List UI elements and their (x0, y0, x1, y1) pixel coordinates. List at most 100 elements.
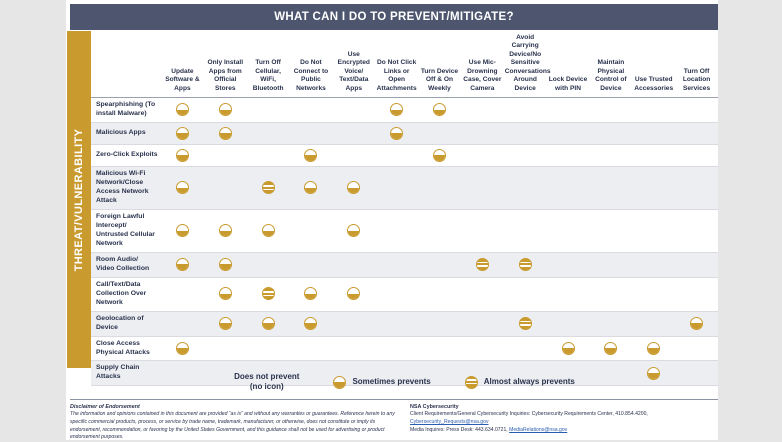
sometimes-prevents-icon (304, 287, 318, 301)
row-label-9: Supply Chain Attacks (91, 360, 161, 387)
matrix-cell (246, 336, 290, 362)
matrix-cell (546, 97, 590, 123)
matrix-cell (546, 166, 590, 210)
table-row: Supply Chain Attacks (91, 360, 718, 387)
footer-disclaimer-title: Disclaimer of Endorsement (70, 404, 140, 410)
footer-contact-title: NSA Cybersecurity (410, 404, 459, 410)
matrix-cell (289, 277, 333, 312)
table-row: Room Audio/ Video Collection (91, 252, 718, 278)
sometimes-prevents-icon (390, 103, 404, 117)
matrix-cell (675, 252, 718, 278)
matrix-cell (632, 166, 676, 210)
matrix-cell (203, 144, 247, 167)
matrix-cell (289, 311, 333, 337)
matrix-cell (161, 122, 204, 145)
footer-disclaimer: Disclaimer of Endorsement The informatio… (70, 403, 400, 441)
matrix-cell (203, 97, 247, 123)
sometimes-prevents-icon (432, 148, 446, 162)
threat-axis-label: THREAT/VULNERABILITY (73, 128, 85, 271)
matrix-cell (375, 209, 419, 253)
matrix-cell (418, 144, 461, 167)
row-label-8: Close Access Physical Attacks (91, 336, 161, 362)
matrix-cell (161, 252, 204, 278)
legend-label: Does not prevent (no icon) (234, 372, 300, 391)
matrix-cell (589, 360, 633, 387)
matrix-cell (375, 277, 419, 312)
table-row: Malicious Wi-Fi Network/Close Access Net… (91, 166, 718, 210)
sometimes-prevents-icon (347, 224, 361, 238)
matrix-cell (418, 336, 461, 362)
footer-contact-email-link-1[interactable]: Cybersecurity_Requests@nsa.gov (410, 418, 489, 425)
column-header-6: Turn Device Off & On Weekly (418, 31, 461, 99)
legend-label: Almost always prevents (483, 377, 575, 387)
legend-item-some: Sometimes prevents (333, 375, 431, 389)
column-header-4: Use Encrypted Voice/ Text/Data Apps (332, 31, 376, 99)
sometimes-prevents-icon (304, 316, 318, 330)
column-header-9: Lock Device with PIN (546, 31, 590, 99)
matrix-cell (418, 209, 461, 253)
matrix-cell (289, 360, 333, 387)
matrix-cell (460, 311, 504, 337)
footer-disclaimer-body: The information and opinions contained i… (70, 411, 395, 441)
sometimes-prevents-icon (604, 341, 618, 355)
matrix-cell (289, 166, 333, 210)
sometimes-prevents-icon (218, 257, 232, 271)
sometimes-prevents-icon (647, 366, 661, 380)
matrix-cell (203, 166, 247, 210)
page-title-bar: WHAT CAN I DO TO PREVENT/MITIGATE? (70, 4, 718, 30)
matrix-cell (546, 252, 590, 278)
prevention-matrix: Update Software & Apps Only Install Apps … (91, 31, 718, 387)
footer-contact-line-1: Client Requirements/General Cybersecurit… (410, 411, 710, 426)
table-row: Foreign Lawful Intercept/ Untrusted Cell… (91, 209, 718, 253)
matrix-cell (203, 122, 247, 145)
matrix-cell (375, 311, 419, 337)
matrix-cell (632, 360, 676, 387)
matrix-cell (503, 277, 547, 312)
matrix-cell (289, 144, 333, 167)
matrix-cell (246, 209, 290, 253)
matrix-cell (546, 144, 590, 167)
legend-item-always: Almost always prevents (464, 375, 575, 389)
matrix-cell (503, 360, 547, 387)
matrix-cell (460, 252, 504, 278)
footer-contact-email-link-2[interactable]: MediaRelations@nsa.gov (509, 426, 568, 433)
matrix-cell (632, 277, 676, 312)
almost-always-prevents-icon (475, 257, 489, 271)
almost-always-prevents-icon (464, 375, 478, 389)
footer: Disclaimer of Endorsement The informatio… (70, 399, 718, 441)
matrix-cell (503, 122, 547, 145)
matrix-cell (375, 336, 419, 362)
row-label-1: Malicious Apps (91, 122, 161, 145)
matrix-cell (503, 144, 547, 167)
matrix-cell (546, 311, 590, 337)
almost-always-prevents-icon (261, 287, 275, 301)
matrix-cell (246, 277, 290, 312)
sometimes-prevents-icon (175, 224, 189, 238)
matrix-cell (246, 97, 290, 123)
column-header-3: Do Not Connect to Public Networks (289, 31, 333, 99)
matrix-cell (632, 209, 676, 253)
matrix-cell (589, 209, 633, 253)
matrix-cell (418, 252, 461, 278)
matrix-cell (203, 209, 247, 253)
matrix-cell (589, 311, 633, 337)
matrix-cell (546, 122, 590, 145)
matrix-cell (203, 336, 247, 362)
table-row: Spearphishing (To install Malware) (91, 97, 718, 123)
sometimes-prevents-icon (261, 316, 275, 330)
matrix-cell (161, 311, 204, 337)
sometimes-prevents-icon (175, 257, 189, 271)
matrix-cell (246, 252, 290, 278)
sometimes-prevents-icon (347, 287, 361, 301)
sometimes-prevents-icon (304, 148, 318, 162)
sometimes-prevents-icon (218, 287, 232, 301)
column-header-12: Turn Off Location Services (675, 31, 718, 99)
row-label-5: Room Audio/ Video Collection (91, 252, 161, 278)
sometimes-prevents-icon (175, 126, 189, 140)
matrix-cell (460, 144, 504, 167)
matrix-cell (589, 252, 633, 278)
column-header-7: Use Mic-Drowning Case, Cover Camera (460, 31, 504, 99)
matrix-cell (332, 311, 376, 337)
column-header-0: Update Software & Apps (161, 31, 204, 99)
footer-contact: NSA Cybersecurity Client Requirements/Ge… (410, 403, 710, 439)
